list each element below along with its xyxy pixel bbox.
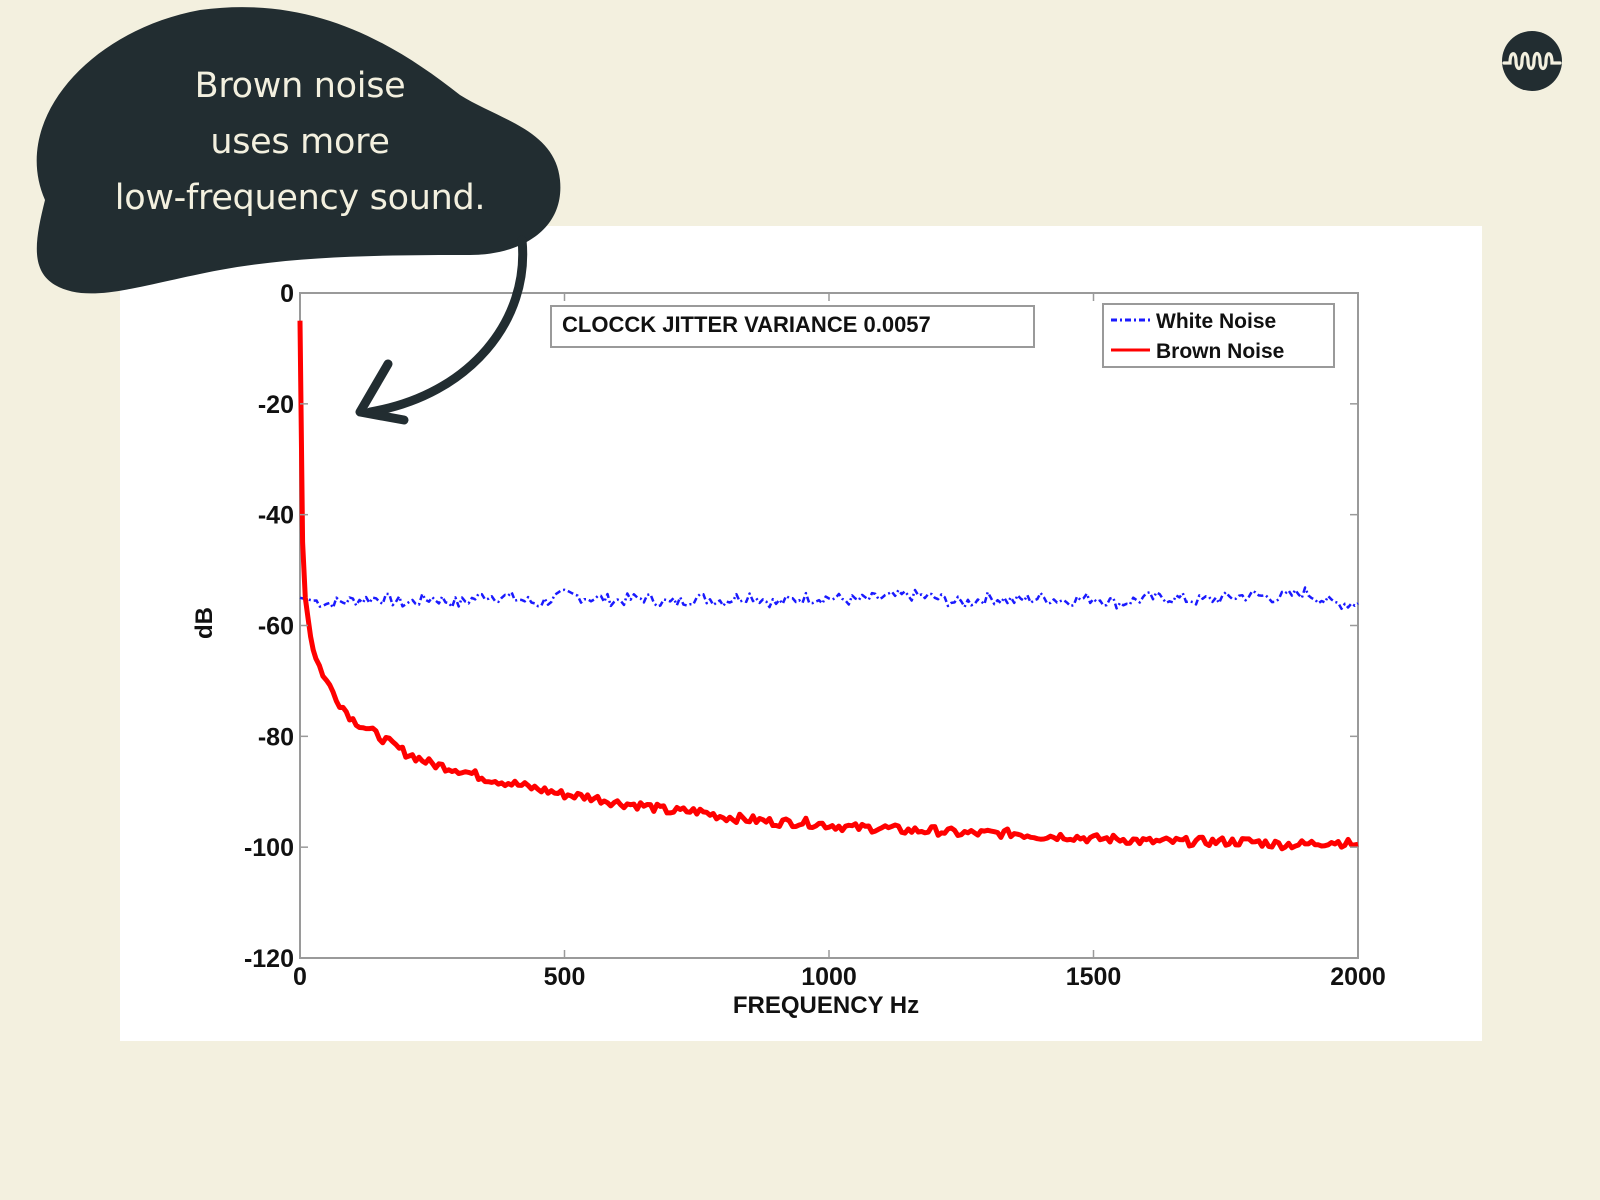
callout-line-2: uses more	[210, 122, 390, 162]
series-layer	[297, 320, 1359, 852]
x-tick-label: 0	[293, 963, 307, 991]
legend: White Noise Brown Noise	[1102, 303, 1335, 368]
y-axis-label: dB	[191, 607, 218, 639]
sound-wave-logo-icon	[1502, 31, 1562, 91]
curved-arrow-icon	[365, 235, 528, 417]
legend-brown-noise-label: Brown Noise	[1156, 340, 1284, 363]
plot-frame	[299, 292, 1359, 959]
chart-title-box: CLOCCK JITTER VARIANCE 0.0057	[550, 305, 1035, 348]
callout-bubble	[36, 7, 561, 425]
callout-text: Brown noise uses more low-frequency soun…	[40, 58, 560, 226]
arrow-head-icon	[355, 359, 409, 425]
x-axis-label: FREQUENCY Hz	[733, 992, 919, 1019]
x-tick-label: 500	[544, 963, 586, 991]
chart-title: CLOCCK JITTER VARIANCE 0.0057	[562, 312, 931, 337]
y-tick-label: -120	[244, 945, 294, 973]
x-tick-label: 2000	[1330, 963, 1386, 991]
y-tick-label: 0	[280, 280, 294, 308]
callout-blob-shape	[36, 7, 561, 294]
callout-line-3: low-frequency sound.	[114, 178, 486, 218]
white-noise-line	[299, 586, 1359, 611]
y-tick-label: -40	[258, 502, 294, 530]
plot-area	[299, 292, 1359, 959]
chart-card: CLOCCK JITTER VARIANCE 0.0057 White Nois…	[120, 226, 1482, 1041]
y-tick-label: -60	[258, 613, 294, 641]
callout-line-1: Brown noise	[194, 66, 406, 106]
axis-ticks: 0 500 1000 1500 2000 0 -20 -40 -60 -80 -100 -120	[244, 280, 1386, 991]
y-tick-label: -100	[244, 834, 294, 862]
x-tick-label: 1500	[1066, 963, 1122, 991]
y-tick-label: -20	[258, 391, 294, 419]
y-tick-label: -80	[258, 723, 294, 751]
x-tick-label: 1000	[801, 963, 857, 991]
line-chart: CLOCCK JITTER VARIANCE 0.0057 White Nois…	[191, 280, 1386, 1019]
legend-white-noise-label: White Noise	[1156, 310, 1276, 333]
brown-noise-line	[297, 320, 1359, 852]
